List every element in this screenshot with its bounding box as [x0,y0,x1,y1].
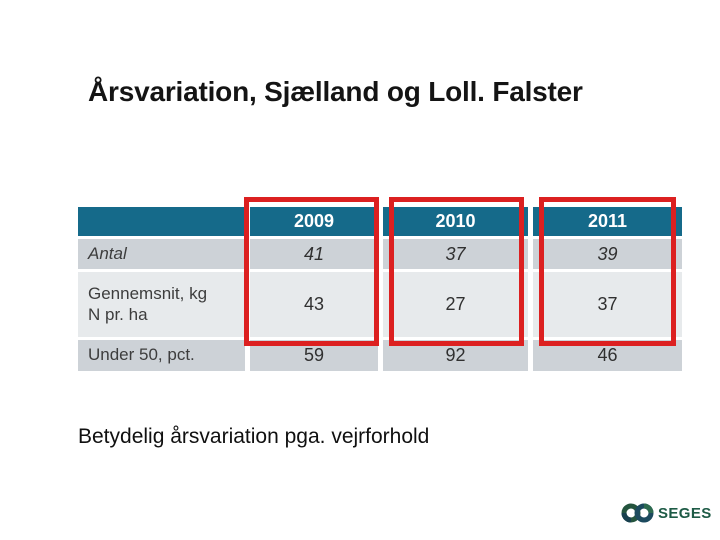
seges-logo-text: SEGES [658,504,712,522]
table-header-2011: 2011 [533,207,682,236]
table-header-2009: 2009 [250,207,378,236]
row-label-gennemsnit: Gennemsnit, kg N pr. ha [78,272,245,337]
cell-under50-2010: 92 [383,340,528,371]
cell-gennemsnit-2010: 27 [383,272,528,337]
cell-antal-2010: 37 [383,239,528,269]
cell-under50-2009: 59 [250,340,378,371]
cell-under50-2011: 46 [533,340,682,371]
slide-title: Årsvariation, Sjælland og Loll. Falster [88,76,583,107]
slide-note: Betydelig årsvariation pga. vejrforhold [78,425,430,448]
row-label-antal: Antal [78,239,245,269]
row-label-under50: Under 50, pct. [78,340,245,371]
cell-gennemsnit-2009: 43 [250,272,378,337]
cell-gennemsnit-2011: 37 [533,272,682,337]
cell-antal-2011: 39 [533,239,682,269]
seges-logo: SEGES [621,502,712,524]
table-header-empty [78,207,245,236]
cell-antal-2009: 41 [250,239,378,269]
data-table: 2009 2010 2011 Antal 41 37 39 Gennemsnit… [78,207,682,371]
seges-rings-icon [621,503,654,523]
table-header-2010: 2010 [383,207,528,236]
